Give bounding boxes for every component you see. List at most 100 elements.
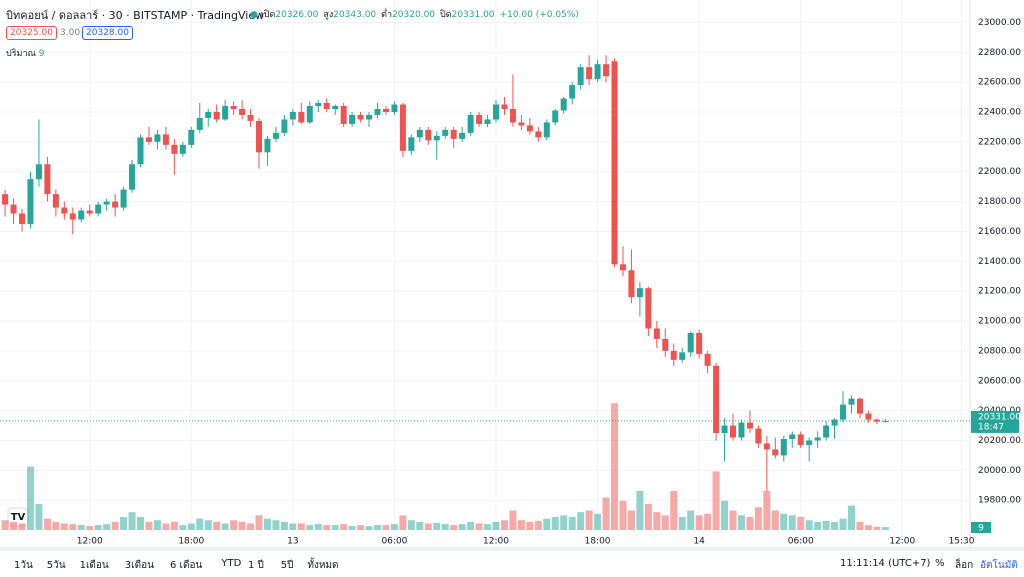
volume-bar <box>86 526 94 530</box>
candle-body <box>382 109 389 112</box>
volume-bar <box>458 524 466 530</box>
candle-body <box>569 85 576 99</box>
bid-box[interactable]: 20325.00 <box>6 26 57 40</box>
candle-body <box>518 122 525 126</box>
ohlc-legend: ● เปิด20326.00 สูง20343.00 ต่ำ20320.00 ปิด2… <box>250 10 579 20</box>
y-tick-label: 21400.00 <box>978 257 1021 267</box>
candle-body <box>408 137 415 151</box>
volume-bar <box>594 513 602 530</box>
candle-body <box>179 144 186 154</box>
volume-title: ปริมาณ <box>6 49 36 59</box>
volume-bar <box>873 526 881 530</box>
candle-body <box>552 110 559 123</box>
candle-body <box>789 434 796 439</box>
candle-body <box>171 144 178 154</box>
legend-value: 20326.00 <box>275 10 319 20</box>
candle-body <box>560 98 567 111</box>
svg-text:TV: TV <box>11 512 26 523</box>
candle-body <box>535 131 542 138</box>
candle-body <box>213 111 220 120</box>
candle-body <box>856 398 863 414</box>
candle-body <box>476 114 483 124</box>
volume-bar <box>170 521 178 530</box>
last-price-label: 20331.00 <box>978 412 1021 422</box>
clock: 11:11:14 (UTC+7) <box>840 558 931 569</box>
range-button[interactable]: YTD <box>221 558 242 569</box>
x-tick-label: 12:00 <box>77 537 103 547</box>
volume-bar <box>585 510 593 530</box>
x-tick-label: 06:00 <box>788 537 814 547</box>
log-button[interactable]: ล็อก <box>955 560 974 571</box>
candle-body <box>2 194 9 205</box>
volume-bar <box>374 525 382 530</box>
candle-body <box>653 328 660 339</box>
range-button[interactable]: ทั้งหมด <box>307 560 339 571</box>
candle-body <box>713 365 720 434</box>
candle-body <box>78 210 85 220</box>
range-button[interactable]: 5วัน <box>46 560 66 571</box>
volume-bar <box>661 515 669 530</box>
candle-body <box>129 164 136 190</box>
volume-bar <box>314 524 322 530</box>
volume-bar <box>788 515 796 530</box>
x-tick-label: 14 <box>693 537 705 547</box>
legend-label: ต่ำ <box>381 10 393 20</box>
x-tick-label: 12:00 <box>483 537 509 547</box>
y-tick-label: 21800.00 <box>978 197 1021 207</box>
volume-bar <box>35 504 43 530</box>
y-tick-label: 22400.00 <box>978 107 1021 117</box>
candle-body <box>746 422 753 429</box>
volume-bar <box>323 525 331 530</box>
volume-bar <box>196 518 204 530</box>
candle-body <box>823 425 830 438</box>
legend-label: เปิด <box>260 10 276 20</box>
volume-bar <box>517 520 525 530</box>
range-button[interactable]: 1เดือน <box>79 560 109 571</box>
volume-bar <box>69 524 77 530</box>
symbol-title[interactable]: บิทคอยน์ / ดอลลาร์ · 30 · BITSTAMP · Tra… <box>6 9 265 22</box>
volume-bar <box>94 525 102 530</box>
volume-bar <box>263 518 271 530</box>
candle-body <box>120 189 127 208</box>
candle-body <box>543 122 550 138</box>
candle-body <box>35 164 42 180</box>
volume-bar <box>230 520 238 530</box>
range-button[interactable]: 5ปี <box>280 560 294 571</box>
volume-bar <box>441 524 449 530</box>
volume-bar <box>103 524 111 530</box>
percent-button[interactable]: % <box>935 558 945 569</box>
ask-box[interactable]: 20328.00 <box>82 26 133 40</box>
candle-body <box>425 129 432 141</box>
volume-bar <box>746 517 754 530</box>
candle-body <box>52 194 59 208</box>
range-button[interactable]: 3เดือน <box>124 560 154 571</box>
volume-bar <box>619 500 627 530</box>
volume-bar <box>831 521 839 530</box>
volume-bar <box>424 523 432 530</box>
candle-body <box>357 114 364 120</box>
volume-bar <box>306 525 314 530</box>
candle-body <box>162 134 169 145</box>
candle-body <box>340 106 347 124</box>
range-button[interactable]: 1วัน <box>14 560 33 571</box>
volume-bar <box>780 513 788 530</box>
volume-bar <box>602 497 610 530</box>
volume-bar <box>822 520 830 530</box>
volume-bar <box>43 518 51 530</box>
volume-bar <box>704 513 712 530</box>
volume-bar <box>433 522 441 530</box>
auto-button[interactable]: อัตโนมัติ <box>980 560 1018 571</box>
candle-body <box>222 106 229 120</box>
volume-bar <box>695 515 703 530</box>
range-button[interactable]: 6 เดือน <box>170 560 203 571</box>
candle-body <box>86 210 93 214</box>
range-button[interactable]: 1 ปี <box>248 560 264 571</box>
candle-body <box>188 129 195 145</box>
x-tick-label: 18:00 <box>178 537 204 547</box>
volume-bar <box>348 526 356 530</box>
volume-tag-label: 9 <box>978 524 984 534</box>
volume-bar <box>331 525 339 530</box>
candle-body <box>772 449 779 456</box>
candle-body <box>112 201 119 208</box>
